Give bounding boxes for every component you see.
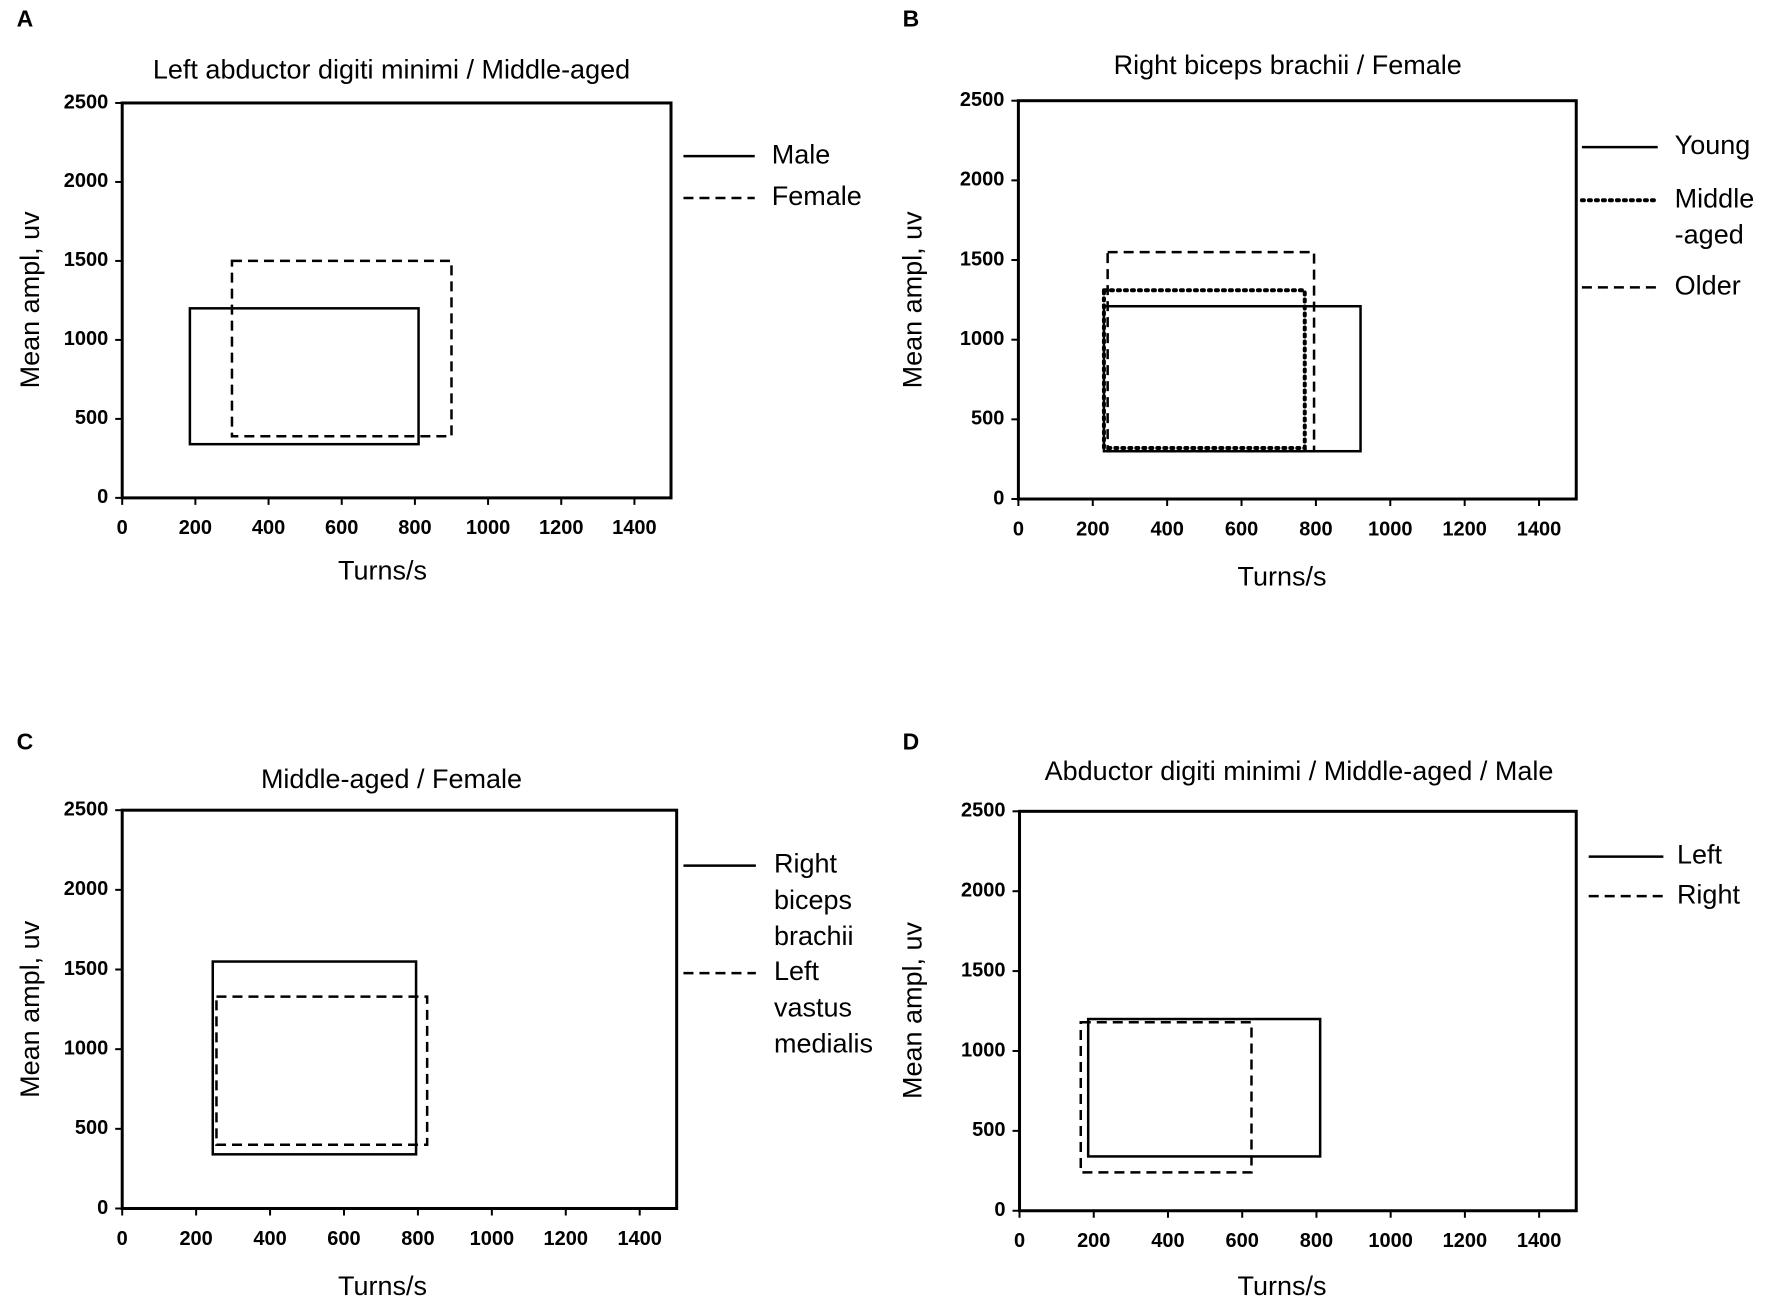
y-tick-label: 1000	[961, 1039, 1006, 1061]
legend-label: Young	[1675, 130, 1751, 160]
y-tick-label: 1500	[64, 249, 109, 271]
x-tick-label: 400	[1150, 518, 1183, 540]
legend-label: Right biceps brachii	[774, 849, 854, 951]
range-box	[188, 307, 420, 446]
panel-letter: D	[903, 729, 920, 755]
y-tick-label: 0	[97, 1197, 108, 1219]
y-tick-label: 2500	[64, 798, 109, 820]
range-box	[1086, 1017, 1322, 1158]
range-box	[1102, 304, 1362, 453]
x-tick-label: 1400	[612, 517, 657, 539]
x-tick-label: 1400	[617, 1228, 662, 1250]
x-tick-label: 800	[401, 1228, 434, 1250]
x-tick-label: 0	[117, 1228, 128, 1250]
x-tick-label: 200	[179, 1228, 212, 1250]
x-tick-label: 800	[1299, 518, 1332, 540]
x-axis-label: Turns/s	[1238, 1271, 1327, 1301]
y-tick-label: 2500	[960, 89, 1005, 111]
x-tick-label: 400	[253, 1228, 286, 1250]
y-axis-label: Mean ampl, uv	[897, 921, 927, 1099]
x-tick-label: 1200	[539, 517, 584, 539]
x-tick-label: 1000	[1368, 518, 1413, 540]
plot-frame	[1018, 809, 1578, 1213]
y-tick-label: 0	[994, 1199, 1005, 1221]
range-box	[1079, 1020, 1253, 1174]
legend-label: Male	[772, 139, 831, 169]
chart-title: Left abductor digiti minimi / Middle-age…	[153, 54, 630, 84]
plot-frame	[120, 808, 679, 1210]
x-tick-label: 0	[1014, 1230, 1025, 1252]
x-tick-label: 200	[1076, 518, 1109, 540]
x-axis-label: Turns/s	[1238, 561, 1327, 591]
y-tick-label: 2000	[64, 170, 109, 192]
x-tick-label: 1400	[1517, 518, 1562, 540]
legend-label: Left	[1677, 840, 1723, 870]
range-box	[230, 259, 453, 438]
y-tick-label: 0	[97, 486, 108, 508]
legend-label: Older	[1675, 271, 1741, 301]
chart-title: Middle-aged / Female	[261, 764, 522, 794]
x-tick-label: 200	[179, 517, 212, 539]
y-tick-label: 2000	[961, 879, 1006, 901]
plot-frame	[120, 101, 673, 500]
y-axis-label: Mean ampl, uv	[15, 920, 45, 1098]
y-tick-label: 0	[993, 487, 1004, 509]
y-tick-label: 500	[972, 1119, 1005, 1141]
legend-label: Female	[772, 181, 862, 211]
x-tick-label: 1000	[466, 517, 511, 539]
x-tick-label: 600	[325, 517, 358, 539]
x-tick-label: 400	[1151, 1230, 1184, 1252]
chart-title: Right biceps brachii / Female	[1114, 50, 1462, 80]
y-tick-label: 2000	[64, 878, 109, 900]
panel-letter: A	[17, 5, 34, 31]
x-tick-label: 1400	[1517, 1230, 1562, 1252]
range-box	[215, 995, 429, 1147]
y-axis-label: Mean ampl, uv	[15, 211, 45, 389]
y-tick-label: 2500	[64, 91, 109, 113]
y-tick-label: 1500	[961, 959, 1006, 981]
x-tick-label: 1200	[1443, 1230, 1488, 1252]
x-tick-label: 800	[398, 517, 431, 539]
panel-letter: C	[17, 729, 34, 755]
x-axis-label: Turns/s	[338, 556, 427, 586]
legend-label: Left vastus medialis	[774, 956, 873, 1058]
x-tick-label: 0	[1013, 518, 1024, 540]
x-tick-label: 800	[1300, 1230, 1333, 1252]
x-tick-label: 0	[117, 517, 128, 539]
chart-title: Abductor digiti minimi / Middle-aged / M…	[1045, 756, 1554, 786]
y-tick-label: 1000	[960, 328, 1005, 350]
plot-frame	[1016, 99, 1578, 501]
legend-label: Right	[1677, 879, 1741, 909]
legend-label: Middle -aged	[1675, 183, 1755, 249]
panel-letter: B	[903, 5, 920, 31]
y-tick-label: 500	[971, 408, 1004, 430]
x-tick-label: 400	[252, 517, 285, 539]
y-tick-label: 1500	[64, 958, 109, 980]
range-box	[211, 960, 418, 1156]
x-tick-label: 1200	[1442, 518, 1487, 540]
x-tick-label: 600	[327, 1228, 360, 1250]
y-tick-label: 500	[75, 407, 108, 429]
y-tick-label: 500	[75, 1117, 108, 1139]
x-tick-label: 1000	[1368, 1230, 1413, 1252]
range-box	[1101, 288, 1307, 451]
x-tick-label: 1200	[544, 1228, 589, 1250]
x-tick-label: 600	[1226, 1230, 1259, 1252]
x-axis-label: Turns/s	[338, 1271, 427, 1301]
y-tick-label: 2000	[960, 169, 1005, 191]
y-tick-label: 1000	[64, 328, 109, 350]
x-tick-label: 1000	[470, 1228, 515, 1250]
x-tick-label: 600	[1225, 518, 1258, 540]
x-tick-label: 200	[1077, 1230, 1110, 1252]
y-tick-label: 1000	[64, 1037, 109, 1059]
y-tick-label: 2500	[961, 800, 1006, 822]
y-tick-label: 1500	[960, 248, 1005, 270]
range-box	[1106, 250, 1316, 453]
y-axis-label: Mean ampl, uv	[897, 211, 927, 389]
